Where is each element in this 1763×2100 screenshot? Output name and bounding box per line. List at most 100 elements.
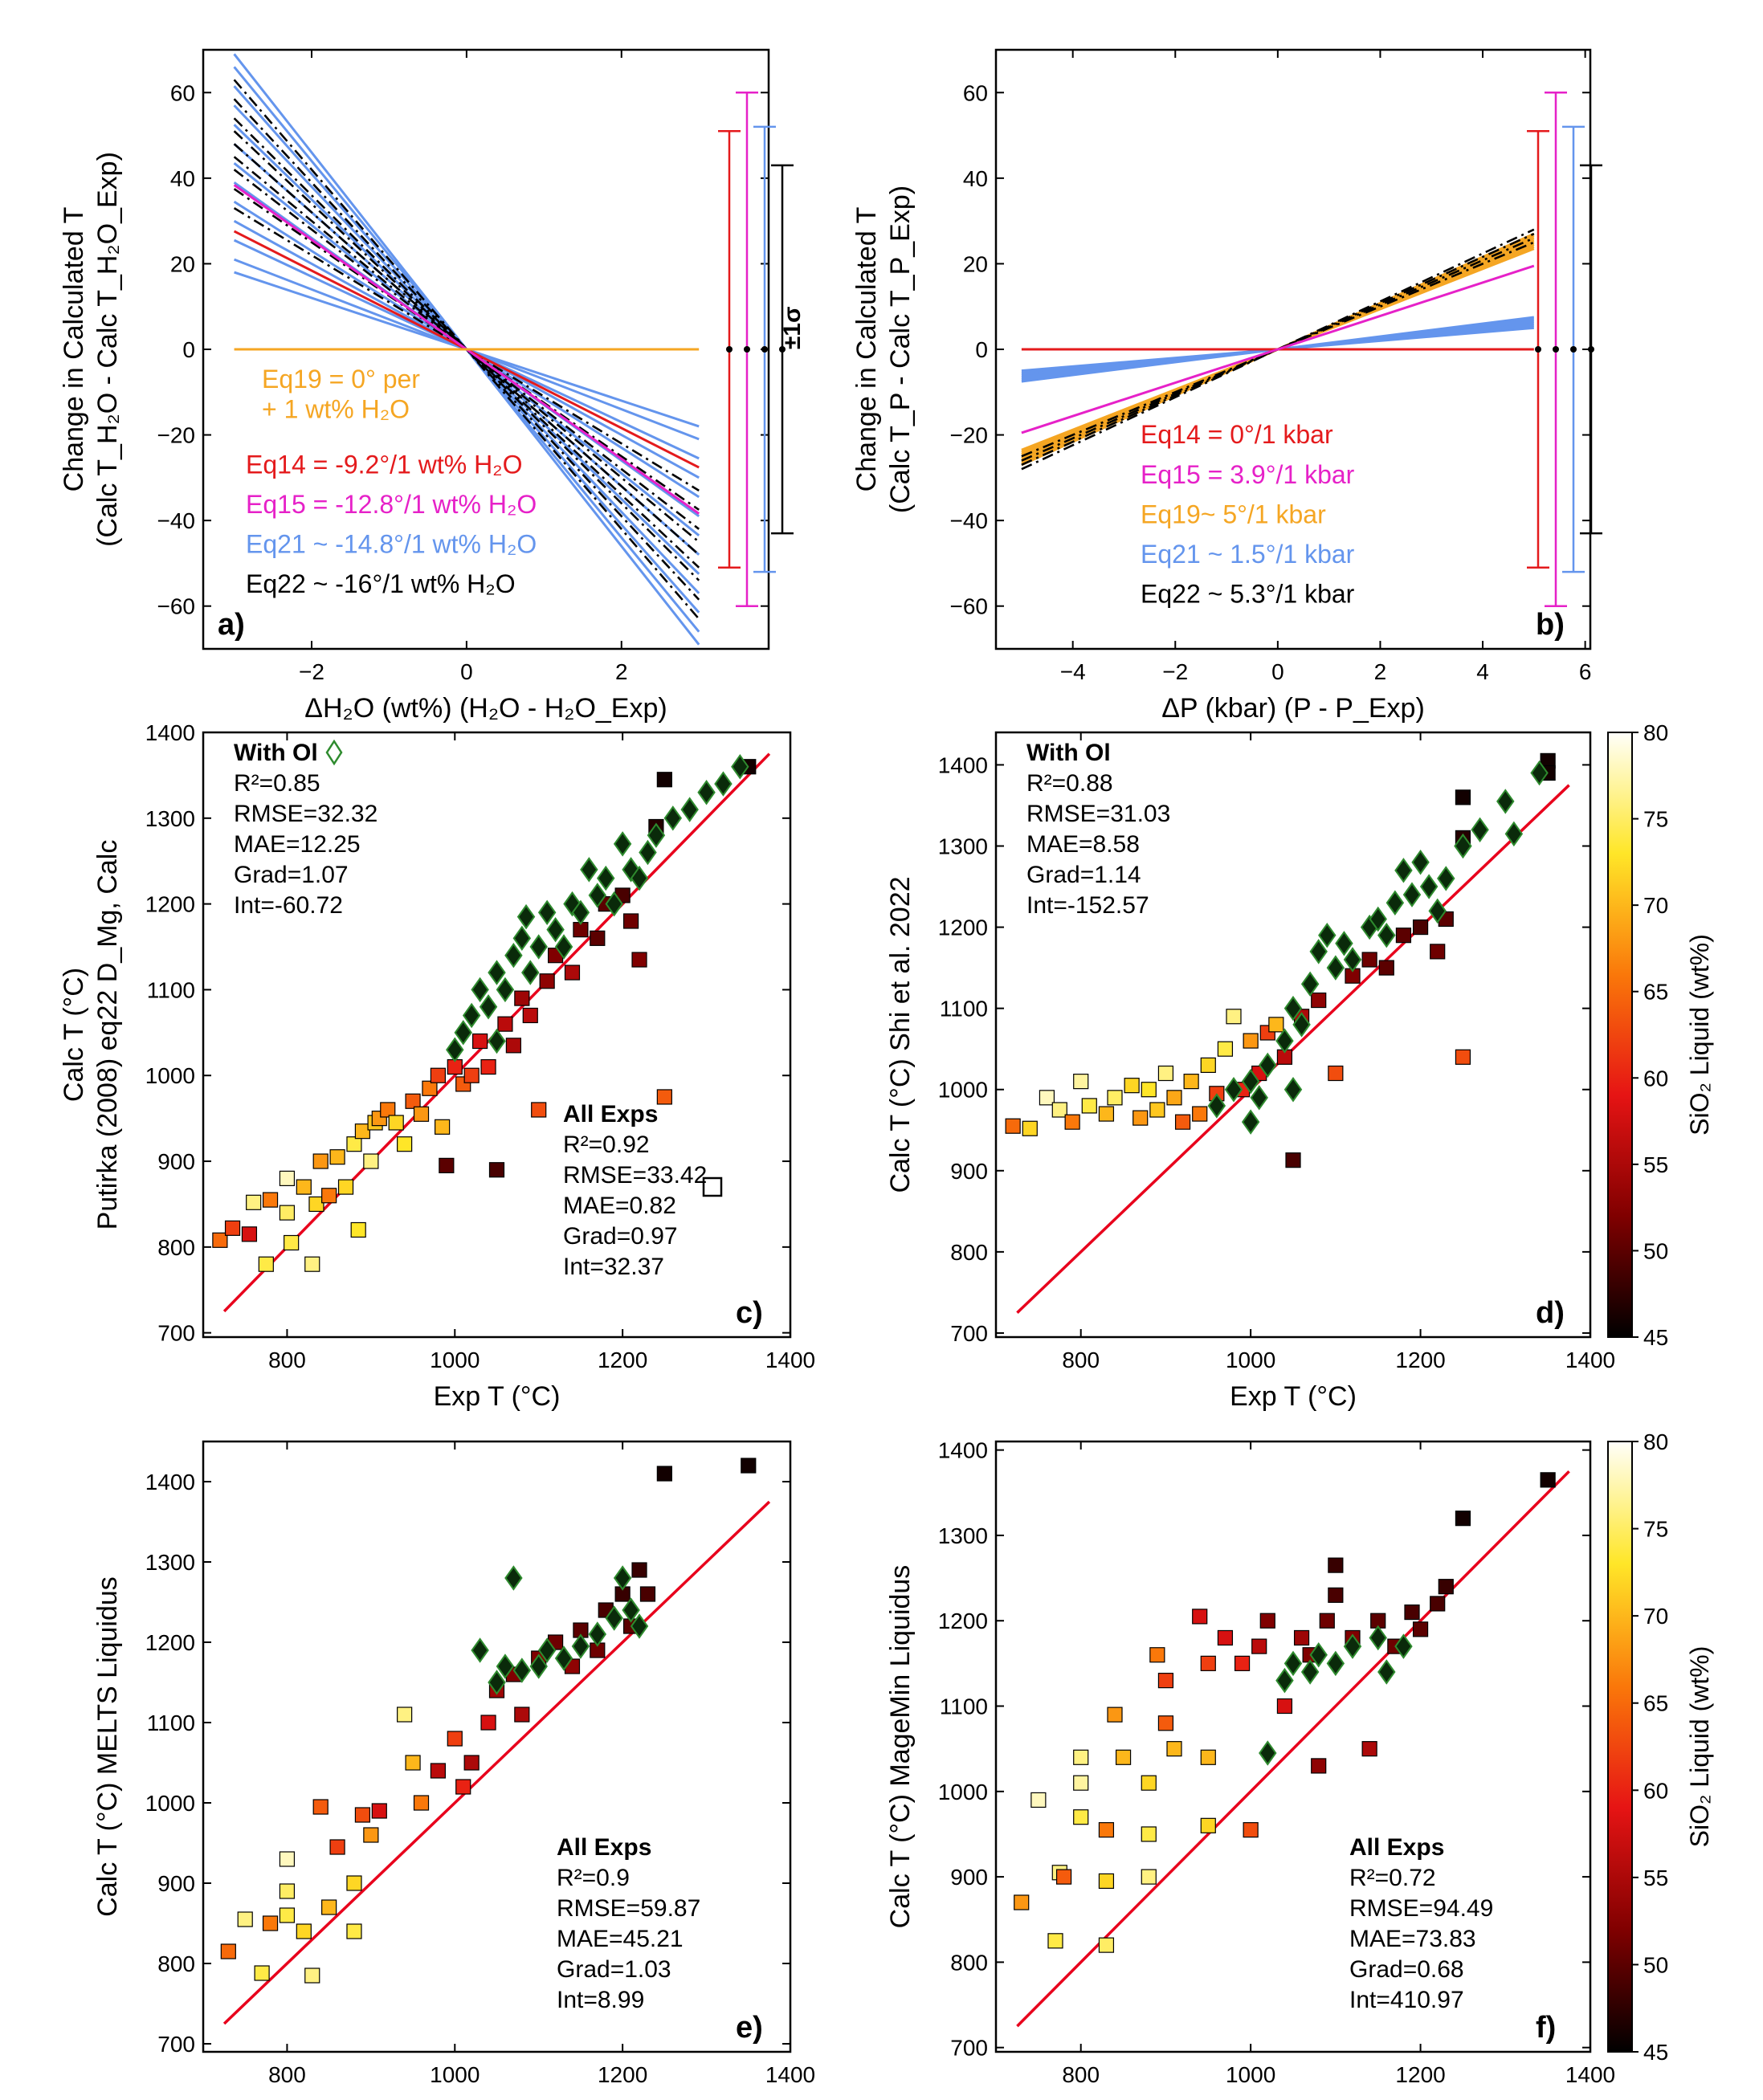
y-tick-label: 800 — [950, 1240, 988, 1265]
data-point-diamond — [1300, 971, 1320, 997]
data-point-square — [656, 1466, 672, 1482]
data-point-square — [1141, 1082, 1157, 1098]
data-point-square — [1268, 1017, 1284, 1033]
colorbar-tick-label: 75 — [1643, 1517, 1668, 1542]
x-tick-label: 2 — [1374, 659, 1387, 684]
data-point-diamond — [537, 899, 557, 926]
x-tick-label: 800 — [1062, 2062, 1100, 2087]
data-point-square — [1455, 789, 1471, 805]
data-point-square — [1311, 992, 1327, 1009]
stats-line: MAE=45.21 — [557, 1926, 684, 1952]
stats-line: R²=0.85 — [234, 770, 320, 797]
y-tick-label: 1200 — [938, 915, 988, 940]
y-axis-label: Calc T (°C) Shi et al. 2022 — [885, 876, 916, 1193]
data-point-square — [1149, 1102, 1165, 1118]
data-point-square — [1217, 1629, 1234, 1646]
data-point-square — [312, 1153, 329, 1169]
legend-entry: Eq21 ~ 1.5°/1 kbar — [1141, 540, 1355, 569]
colorbar-tick-label: 65 — [1643, 1691, 1668, 1716]
data-point-square — [1540, 1472, 1556, 1488]
error-bar-point — [726, 346, 733, 353]
colorbar-tick-label: 60 — [1643, 1066, 1668, 1091]
data-point-square — [622, 913, 639, 929]
stats-title: All Exps — [1349, 1834, 1444, 1861]
panel-label: c) — [736, 1296, 763, 1330]
colorbar-tick-label: 45 — [1643, 2040, 1668, 2065]
data-point-diamond — [630, 1613, 649, 1639]
data-point-square — [279, 1883, 296, 1899]
data-point-diamond — [1241, 1068, 1260, 1095]
data-point-diamond — [1394, 858, 1413, 883]
error-bar-point — [1570, 346, 1577, 353]
y-tick-label: 900 — [157, 1149, 195, 1174]
data-point-square — [1217, 1041, 1234, 1057]
axes-frame — [202, 1440, 792, 2053]
data-point-diamond — [580, 857, 598, 883]
y-tick-label: 1300 — [145, 1550, 195, 1575]
data-point-square — [1328, 1557, 1344, 1573]
data-point-diamond — [630, 865, 649, 891]
data-point-diamond — [588, 883, 607, 908]
y-tick-label: 1300 — [938, 1523, 988, 1548]
data-point-diamond — [571, 1633, 590, 1659]
data-point-square — [590, 930, 606, 946]
panel-label: f) — [1536, 2011, 1556, 2045]
data-point-diamond — [1343, 1633, 1362, 1659]
y-tick-label: −60 — [157, 594, 196, 619]
data-point-diamond — [731, 754, 749, 780]
y-tick-label: 700 — [950, 1321, 988, 1346]
data-point-diamond — [488, 960, 506, 985]
one-to-one-line — [1016, 784, 1570, 1314]
y-tick-label: 40 — [963, 166, 988, 191]
colorbar-tick-label: 70 — [1643, 1604, 1668, 1629]
data-point-diamond — [488, 1670, 506, 1695]
x-tick-label: 1200 — [1395, 1348, 1445, 1372]
x-axis-label: ΔH₂O (wt%) (H₂O - H₂O_Exp) — [304, 693, 667, 724]
data-point-diamond — [537, 1637, 557, 1663]
data-point-diamond — [1309, 1642, 1328, 1668]
data-point-diamond — [1496, 789, 1515, 814]
data-point-square — [1285, 1152, 1301, 1168]
data-point-square — [279, 1907, 296, 1923]
data-point-square — [514, 990, 530, 1006]
y-tick-label: 1100 — [940, 997, 988, 1021]
colorbar-tick-label: 80 — [1643, 1429, 1668, 1454]
data-point-square — [308, 1196, 324, 1213]
data-point-square — [631, 1562, 647, 1578]
data-point-square — [1030, 1792, 1047, 1808]
stats-line: R²=0.72 — [1349, 1865, 1436, 1891]
data-point-diamond — [1343, 947, 1362, 973]
stats-line: Int=-152.57 — [1026, 892, 1149, 919]
data-point-diamond — [1259, 1052, 1277, 1079]
data-point-square — [1098, 1873, 1115, 1890]
data-point-diamond — [1259, 1740, 1277, 1766]
legend-entry: Eq19~ 5°/1 kbar — [1141, 500, 1326, 528]
colorbar-tick-label: 50 — [1643, 1952, 1668, 1977]
data-point-square — [279, 1170, 296, 1187]
data-point-diamond — [1530, 760, 1549, 786]
data-point-diamond — [1224, 1077, 1243, 1103]
data-point-diamond — [516, 903, 536, 930]
stats-line: Int=-60.72 — [234, 892, 343, 919]
y-tick-label: 0 — [975, 337, 988, 362]
data-point-diamond — [454, 1020, 472, 1046]
data-point-diamond — [1318, 922, 1337, 948]
data-point-square — [262, 1915, 279, 1931]
stats-line: RMSE=33.42 — [563, 1162, 707, 1189]
data-point-diamond — [1241, 1109, 1260, 1135]
x-tick-label: 1200 — [598, 2062, 647, 2087]
data-point-square — [631, 952, 647, 968]
y-tick-label: 1200 — [145, 1630, 195, 1655]
y-tick-label: 1400 — [145, 1470, 195, 1494]
data-point-square — [241, 1226, 258, 1242]
data-point-square — [413, 1795, 430, 1811]
x-axis-label: Exp T (°C) — [1230, 1381, 1357, 1412]
data-point-square — [1141, 1775, 1157, 1791]
data-point-square — [413, 1106, 430, 1122]
data-point-square — [1039, 1090, 1055, 1106]
data-point-diamond — [1504, 821, 1524, 847]
y-tick-label: 900 — [950, 1865, 988, 1890]
data-point-diamond — [663, 805, 683, 831]
